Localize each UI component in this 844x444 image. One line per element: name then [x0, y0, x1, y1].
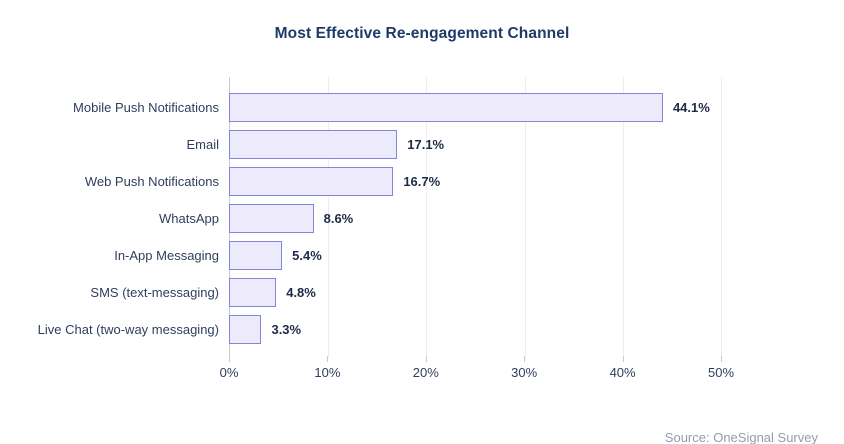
bar: [229, 130, 398, 159]
x-tick-mark: [425, 356, 427, 362]
bar-area: 17.1%: [229, 126, 844, 163]
gridline: [328, 77, 330, 358]
bar-area: 5.4%: [229, 237, 844, 274]
bar-area: 16.7%: [229, 163, 844, 200]
bar-chart: Mobile Push Notifications 44.1% Email 17.1%…: [0, 77, 844, 383]
value-label: 17.1%: [407, 137, 445, 152]
bar: [229, 204, 314, 233]
bar-area: 8.6%: [229, 200, 844, 237]
source-note: Source: OneSignal Survey: [664, 430, 818, 444]
chart-page: Most Effective Re-engagement Channel Mob…: [0, 25, 844, 444]
x-tick-label: 50%: [707, 365, 735, 380]
bar: [229, 241, 283, 270]
x-tick-label: 40%: [609, 365, 636, 380]
bar-area: 3.3%: [229, 311, 844, 348]
bar-area: 4.8%: [229, 274, 844, 311]
x-tick-label: 10%: [314, 365, 341, 380]
gridline: [721, 77, 722, 358]
value-label: 4.8%: [286, 285, 316, 300]
bar-row: WhatsApp 8.6%: [0, 200, 844, 237]
x-tick-mark: [229, 356, 230, 362]
bar-row: Live Chat (two-way messaging) 3.3%: [0, 311, 844, 348]
bar-row: Email 17.1%: [0, 126, 844, 163]
x-tick-mark: [327, 356, 329, 362]
category-label: Live Chat (two-way messaging): [37, 322, 219, 337]
gridline: [622, 77, 624, 358]
bar-rows: Mobile Push Notifications 44.1% Email 17.1%…: [0, 77, 844, 356]
category-label: SMS (text-messaging): [90, 285, 219, 300]
x-tick-mark: [622, 356, 624, 362]
bar: [229, 278, 277, 307]
bar-row: In-App Messaging 5.4%: [0, 237, 844, 274]
category-label: In-App Messaging: [114, 248, 219, 263]
bar-area: 44.1%: [229, 89, 844, 126]
bar: [229, 167, 394, 196]
x-tick-label: 0%: [219, 365, 239, 380]
gridline: [524, 77, 526, 358]
category-label: Email: [186, 137, 219, 152]
category-label: Mobile Push Notifications: [73, 100, 219, 115]
category-label: Web Push Notifications: [84, 174, 219, 189]
x-tick-mark: [524, 356, 526, 362]
x-tick-label: 20%: [412, 365, 439, 380]
value-label: 5.4%: [292, 248, 322, 263]
x-tick-label: 30%: [511, 365, 538, 380]
bar: [229, 93, 663, 122]
chart-title: Most Effective Re-engagement Channel: [274, 25, 570, 42]
bar-row: SMS (text-messaging) 4.8%: [0, 274, 844, 311]
value-label: 44.1%: [672, 100, 710, 115]
category-label: WhatsApp: [159, 211, 219, 226]
value-label: 3.3%: [271, 322, 302, 337]
x-axis-tick-labels: 0% 10% 20% 30% 40% 50%: [220, 365, 734, 383]
bar: [229, 315, 262, 344]
value-label: 8.6%: [323, 211, 354, 226]
x-axis-tick-marks: [229, 356, 722, 362]
bar-row: Mobile Push Notifications 44.1%: [0, 89, 844, 126]
value-label: 16.7%: [403, 174, 441, 189]
x-tick-mark: [721, 356, 722, 362]
bar-row: Web Push Notifications 16.7%: [0, 163, 844, 200]
gridline: [426, 77, 428, 358]
